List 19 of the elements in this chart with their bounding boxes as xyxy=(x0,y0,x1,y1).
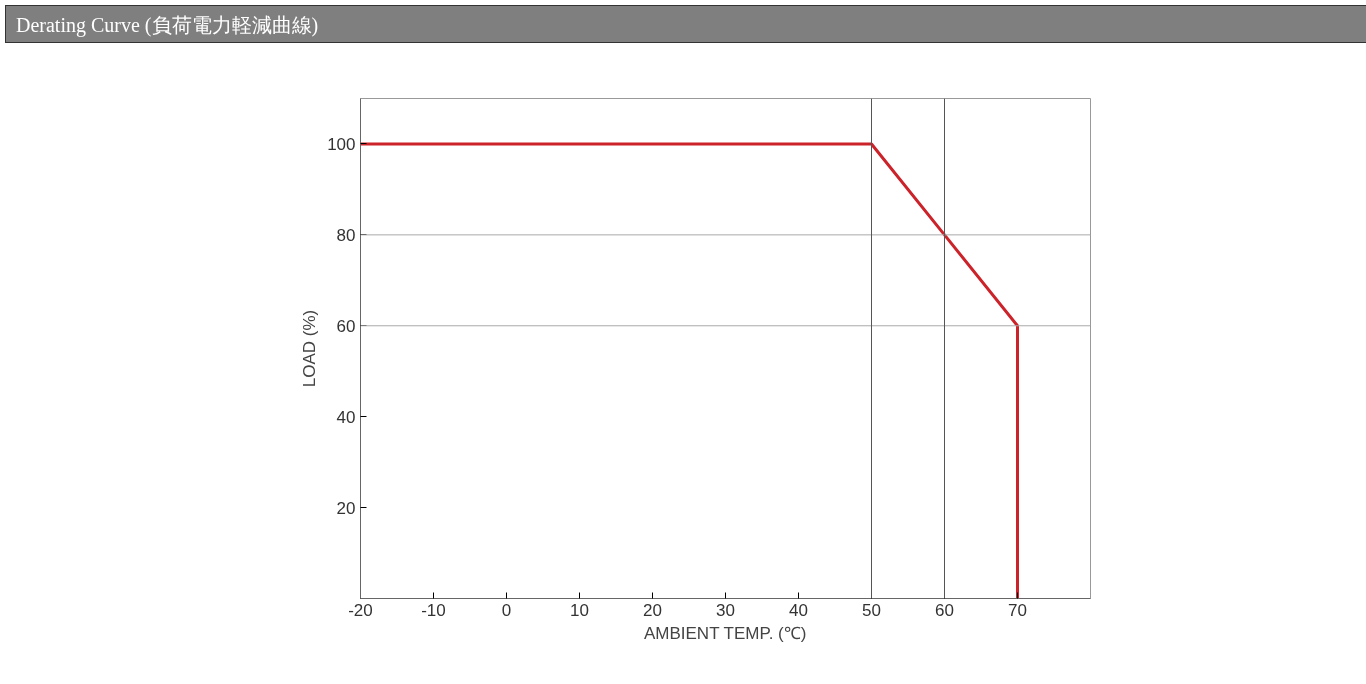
y-tick-label: 20 xyxy=(336,498,356,518)
x-tick-label: 50 xyxy=(862,600,881,620)
text: Derating Curve (負荷電力軽減曲線) xyxy=(16,13,319,39)
y-tick-label: 100 xyxy=(327,134,356,154)
x-axis-title: AMBIENT TEMP. (℃) xyxy=(643,623,807,643)
y-tick-label: 40 xyxy=(336,407,356,427)
y-tick-label: 80 xyxy=(336,225,356,245)
line-series xyxy=(360,142,1019,599)
x-tick-label: 70 xyxy=(1008,600,1027,620)
x-tick-label: 0 xyxy=(501,600,512,620)
x-tick-label: -20 xyxy=(348,600,373,620)
x-tick-label: 30 xyxy=(716,600,735,620)
x-tick-label: -10 xyxy=(421,600,446,620)
x-tick-label: 60 xyxy=(935,600,954,620)
x-tick-label: 10 xyxy=(570,600,589,620)
x-tick-label: 40 xyxy=(789,600,808,620)
x-tick-label: 20 xyxy=(643,600,662,620)
y-tick-label: 60 xyxy=(336,316,356,336)
y-axis-title: LOAD (%) xyxy=(300,309,320,388)
